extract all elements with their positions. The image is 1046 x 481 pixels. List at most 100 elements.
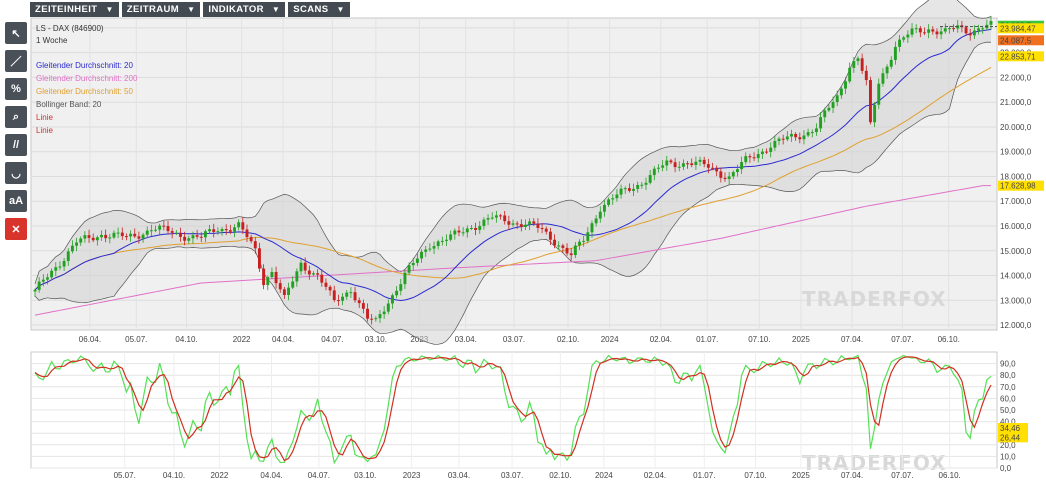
candle-body	[893, 46, 897, 60]
candle-body	[415, 258, 419, 263]
osc-tick-label: 50,0	[1000, 406, 1016, 415]
price-x-tick-label: 2022	[233, 335, 251, 344]
curve-icon[interactable]: ◡	[5, 162, 27, 184]
osc-tick-label: 10,0	[1000, 452, 1016, 461]
candle-body	[598, 211, 602, 219]
candle-body	[257, 248, 261, 269]
text-size-icon[interactable]: aA	[5, 190, 27, 212]
candle-body	[548, 231, 552, 240]
candle-body	[856, 58, 860, 62]
ma200-line	[34, 185, 991, 316]
candle-body	[839, 88, 843, 96]
candle-body	[428, 248, 432, 250]
candle-body	[386, 303, 390, 312]
zoom-icon[interactable]: ⌕	[5, 106, 27, 128]
line-tool-icon[interactable]: ／	[5, 50, 27, 72]
candle-body	[407, 265, 411, 273]
legend-entry: Linie	[36, 126, 53, 135]
price-label-value: 23.984,47	[1000, 24, 1036, 33]
osc-x-tick-label: 2024	[595, 471, 613, 480]
candle-body	[781, 138, 785, 140]
menu-zeiteinheit[interactable]: ZEITEINHEIT ▼	[30, 2, 119, 17]
candle-body	[582, 240, 586, 242]
candle-body	[187, 238, 191, 241]
candle-body	[133, 233, 137, 237]
candle-body	[835, 95, 839, 103]
candle-body	[553, 239, 557, 246]
candle-body	[478, 225, 482, 230]
candle-body	[819, 117, 823, 129]
ma20-line	[34, 28, 992, 301]
price-tick-label: 20.000,0	[1000, 123, 1032, 132]
candle-body	[748, 156, 752, 158]
ma50-line	[34, 67, 992, 291]
chevron-down-icon: ▼	[271, 5, 281, 14]
osc-x-tick-label: 2023	[403, 471, 421, 480]
osc-value-box	[998, 423, 1028, 434]
osc-tick-label: 70,0	[1000, 383, 1016, 392]
candle-body	[199, 236, 203, 238]
osc-value-label: 34,46	[1000, 424, 1021, 433]
osc-tick-label: 0,0	[1000, 464, 1012, 473]
candle-body	[511, 223, 515, 225]
candle-body	[752, 157, 756, 159]
candle-body	[282, 289, 286, 295]
osc-x-tick-label: 2025	[792, 471, 810, 480]
candle-body	[336, 300, 340, 302]
osc-x-tick-label: 06.10.	[939, 471, 961, 480]
candle-body	[619, 188, 623, 195]
candle-body	[245, 229, 249, 238]
candle-body	[735, 169, 739, 173]
osc-x-tick-label: 04.07.	[308, 471, 330, 480]
price-label-value: 17.628,98	[1000, 182, 1036, 191]
candle-body	[565, 247, 569, 254]
osc-tick-label: 40,0	[1000, 418, 1016, 427]
candle-body	[744, 156, 748, 163]
candle-body	[399, 284, 403, 291]
price-x-tick-label: 07.07.	[891, 335, 913, 344]
percent-icon[interactable]: %	[5, 78, 27, 100]
candle-body	[366, 308, 369, 319]
price-label-box	[998, 35, 1044, 46]
bollinger-upper-line	[34, 0, 992, 284]
candle-body	[87, 235, 91, 238]
candle-body	[432, 246, 436, 249]
candle-body	[698, 159, 702, 162]
candle-body	[898, 39, 902, 47]
candle-body	[578, 241, 581, 246]
price-x-tick-label: 04.07.	[321, 335, 343, 344]
candle-body	[977, 28, 980, 31]
candle-body	[162, 225, 166, 227]
candle-body	[773, 141, 777, 148]
candle-body	[532, 221, 536, 224]
candle-body	[935, 31, 939, 35]
price-tick-label: 14.000,0	[1000, 272, 1032, 281]
parallel-lines-icon[interactable]: //	[5, 134, 27, 156]
candle-body	[75, 242, 79, 246]
candle-body	[320, 274, 324, 283]
delete-icon[interactable]: ✕	[5, 218, 27, 240]
candle-body	[823, 110, 827, 118]
menu-scans[interactable]: SCANS ▼	[288, 2, 350, 17]
legend-entry: Linie	[36, 113, 53, 122]
candle-body	[353, 292, 357, 301]
menu-zeitraum[interactable]: ZEITRAUM ▼	[121, 2, 201, 17]
candle-body	[361, 303, 365, 309]
candle-body	[494, 215, 498, 218]
price-x-tick-label: 05.07.	[125, 335, 147, 344]
candle-body	[486, 218, 490, 220]
menu-indikator[interactable]: INDIKATOR ▼	[203, 2, 286, 17]
candle-body	[233, 227, 236, 232]
candle-body	[324, 282, 328, 287]
price-tick-label: 22.000,0	[1000, 73, 1032, 82]
cursor-icon[interactable]: ↖	[5, 22, 27, 44]
candle-body	[852, 61, 856, 68]
candle-body	[212, 229, 216, 232]
candle-body	[341, 296, 345, 301]
candle-body	[947, 28, 951, 30]
legend-entry: Gleitender Durchschnitt: 50	[36, 87, 133, 96]
candle-body	[972, 30, 976, 36]
candle-body	[449, 234, 453, 240]
watermark: TRADERFOX	[802, 287, 947, 311]
